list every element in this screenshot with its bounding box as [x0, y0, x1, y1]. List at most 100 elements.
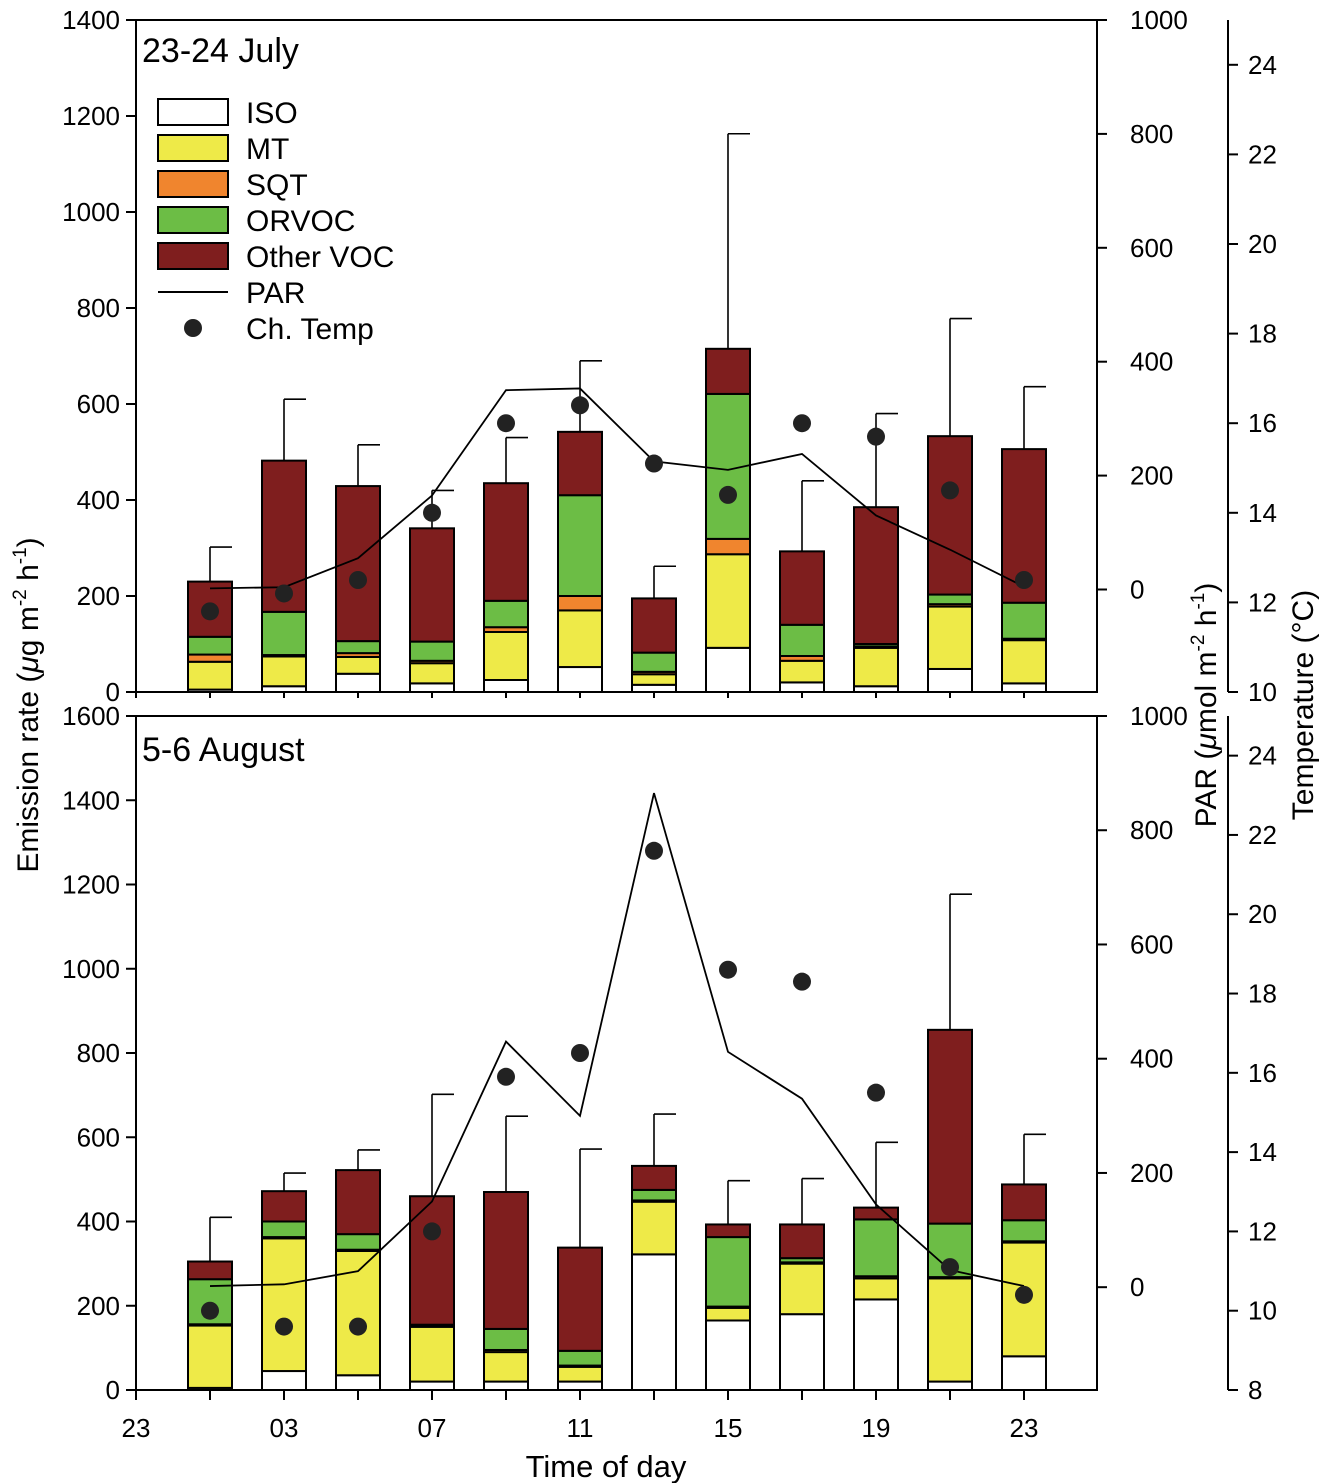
bar-segment-other-voc: [483, 482, 529, 602]
bar-segment-iso: [631, 1253, 677, 1392]
legend-swatch-sqt: [157, 170, 229, 198]
bar-segment-other-voc: [927, 435, 973, 596]
temperature-tick-label: 12: [1248, 587, 1277, 617]
temperature-point: [793, 972, 811, 991]
bar-segment-mt: [631, 1200, 677, 1256]
bar-segment-orvoc: [853, 1218, 899, 1278]
par-tick-label: 400: [1130, 347, 1173, 377]
bar-segment-sqt: [705, 537, 751, 556]
temperature-point: [275, 1317, 293, 1336]
temperature-point: [719, 960, 737, 979]
temperature-tick-label: 10: [1248, 1296, 1277, 1326]
bar-segment-orvoc: [557, 1349, 603, 1367]
y-tick-label: 1600: [62, 701, 120, 731]
y-axis-label: Emission rate (μg m-2 h-1): [10, 537, 45, 872]
temperature-point: [275, 584, 293, 603]
temperature-tick-label: 24: [1248, 741, 1277, 771]
bar-segment-mt: [261, 1237, 307, 1373]
temperature-tick-label: 8: [1248, 1375, 1262, 1405]
bar-segment-orvoc: [557, 494, 603, 598]
temperature-point: [201, 602, 219, 621]
bar-segment-orvoc: [261, 1220, 307, 1239]
temperature-tick-label: 16: [1248, 408, 1277, 438]
bar-segment-iso: [631, 683, 677, 693]
bar-segment-mt: [187, 660, 233, 691]
y-tick-label: 1000: [62, 954, 120, 984]
x-axis-label: Time of day: [526, 1449, 687, 1483]
temperature-point: [793, 414, 811, 433]
bar-segment-orvoc: [335, 1233, 381, 1251]
y-tick-label: 0: [106, 1375, 120, 1405]
y-tick-label: 0: [106, 677, 120, 707]
bar-segment-mt: [705, 1306, 751, 1322]
bar-segment-other-voc: [261, 1190, 307, 1223]
legend-swatch-other-voc: [157, 242, 229, 270]
bar-segment-mt: [927, 1277, 973, 1383]
bar-segment-other-voc: [409, 527, 455, 643]
bar-segment-other-voc: [705, 1223, 751, 1239]
bar-segment-iso: [1001, 1355, 1047, 1392]
bar-segment-other-voc: [631, 1164, 677, 1191]
bar-segment-iso: [409, 682, 455, 693]
y-tick-label: 1200: [62, 870, 120, 900]
temperature-point: [719, 485, 737, 504]
bar-segment-mt: [261, 655, 307, 688]
y-tick-label: 400: [77, 485, 120, 515]
bar-segment-mt: [779, 1262, 825, 1316]
temperature-point: [941, 481, 959, 500]
temperature-tick-label: 20: [1248, 899, 1277, 929]
bar-segment-orvoc: [705, 1236, 751, 1308]
bar-segment-iso: [557, 1380, 603, 1391]
par-tick-label: 600: [1130, 929, 1173, 959]
bar-segment-mt: [1001, 639, 1047, 685]
temperature-point: [1015, 1285, 1033, 1304]
temperature-point: [423, 503, 441, 522]
bar-segment-other-voc: [335, 1169, 381, 1236]
bar-segment-mt: [853, 646, 899, 688]
bar-segment-iso: [705, 646, 751, 694]
bar-segment-orvoc: [631, 651, 677, 673]
bar-segment-iso: [261, 1370, 307, 1391]
bar-segment-iso: [483, 1380, 529, 1391]
legend-dot-temp: [184, 319, 202, 337]
temperature-point: [349, 571, 367, 589]
bar-segment-iso: [335, 1374, 381, 1391]
bar-segment-mt: [483, 1351, 529, 1383]
bar-segment-orvoc: [483, 599, 529, 629]
temperature-tick-label: 12: [1248, 1216, 1277, 1246]
par-axis-label: PAR (μmol m-2 h-1): [1188, 583, 1223, 828]
y-tick-label: 400: [77, 1207, 120, 1237]
y-tick-label: 1200: [62, 101, 120, 131]
legend-swatch-mt: [157, 134, 229, 162]
temperature-tick-label: 24: [1248, 50, 1277, 80]
par-tick-label: 800: [1130, 815, 1173, 845]
temperature-point: [571, 396, 589, 415]
temperature-point: [349, 1317, 367, 1336]
bar-segment-other-voc: [557, 430, 603, 497]
bar-segment-iso: [335, 672, 381, 694]
bar-segment-orvoc: [779, 623, 825, 657]
x-tick-label: 03: [270, 1413, 299, 1443]
temperature-tick-label: 18: [1248, 319, 1277, 349]
y-tick-label: 1400: [62, 5, 120, 35]
temperature-axis-label: Temperature (°C): [1287, 590, 1320, 820]
bar-segment-orvoc: [261, 610, 307, 657]
bar-segment-iso: [853, 1298, 899, 1392]
bar-segment-other-voc: [779, 550, 825, 626]
par-tick-label: 200: [1130, 461, 1173, 491]
bar-segment-mt: [409, 662, 455, 685]
legend-swatch-iso: [157, 98, 229, 126]
x-tick-label: 23: [122, 1413, 151, 1443]
par-line: [209, 387, 1025, 590]
bar-segment-orvoc: [1001, 1219, 1047, 1243]
par-tick-label: 0: [1130, 1272, 1144, 1302]
bar-segment-iso: [483, 679, 529, 693]
legend-label: ISO: [246, 97, 298, 130]
bar-segment-other-voc: [927, 1028, 973, 1225]
temperature-point: [201, 1301, 219, 1320]
bar-segment-other-voc: [853, 506, 899, 646]
legend-label: PAR: [246, 277, 305, 310]
bar-segment-mt: [631, 673, 677, 686]
plot-frame: [135, 19, 1098, 693]
x-tick-label: 15: [714, 1413, 743, 1443]
